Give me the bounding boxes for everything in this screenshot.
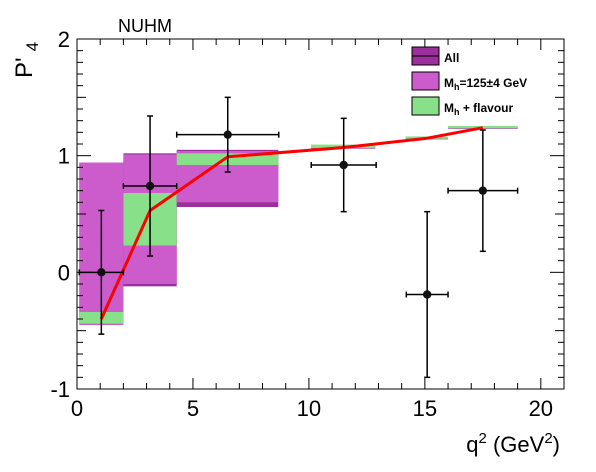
legend-label-flavour-rest: + flavour: [460, 101, 514, 115]
y-tick-label: -1: [50, 377, 70, 402]
x-axis-label: q2 (GeV2): [466, 430, 560, 457]
legend-label-mh: Mh=125±4 GeV: [444, 76, 527, 92]
prediction-line: [99, 126, 484, 320]
svg-text:P'4: P' 4: [11, 42, 42, 78]
x-tick-label: 5: [187, 396, 199, 421]
x-tick-label: 0: [71, 396, 83, 421]
legend-label-flavour-sub: h: [454, 107, 460, 117]
y-tick-label: 2: [58, 27, 70, 52]
data-point: [422, 290, 432, 299]
legend-label-mh-main: M: [444, 76, 454, 90]
y-axis-label-prime: ': [11, 57, 38, 62]
data-point: [223, 130, 232, 139]
prediction-line-layer: [99, 126, 484, 320]
measurement-1: [122, 115, 178, 257]
y-axis-label-sub: 4: [23, 42, 42, 51]
x-tick-label: 10: [297, 396, 321, 421]
measurement-5: [447, 129, 519, 253]
measurement-4: [405, 210, 449, 379]
data-point: [478, 186, 488, 195]
y-tick-label: 0: [58, 260, 70, 285]
data-point: [145, 181, 155, 191]
x-axis-label-sup: 2: [479, 430, 487, 447]
x-axis-label-unit-close: ): [553, 432, 560, 457]
x-tick-label: 15: [413, 396, 437, 421]
measurement-0: [78, 209, 125, 335]
x-axis-label-unit-sup: 2: [544, 430, 552, 447]
legend-label-mh-sub: h: [454, 82, 460, 92]
measurements-layer: [78, 96, 519, 379]
prediction-bands: [79, 125, 518, 325]
legend: All Mh=125±4 GeV Mh + flavour: [411, 46, 527, 117]
x-axis-label-unit-open: (GeV: [487, 432, 545, 457]
y-tick-label: 1: [58, 144, 70, 169]
data-point: [97, 268, 106, 277]
legend-label-all: All: [444, 51, 459, 65]
legend-swatch-mh: [411, 71, 440, 91]
legend-label-mh-rest: =125±4 GeV: [460, 76, 528, 90]
y-axis-label-main: P: [11, 62, 38, 78]
measurement-2: [175, 96, 280, 173]
legend-label-flavour: Mh + flavour: [444, 101, 514, 117]
data-point: [339, 160, 348, 170]
measurement-3: [310, 117, 377, 213]
chart-title: NUHM: [118, 16, 172, 36]
y-axis-label: P' 4: [11, 42, 42, 78]
x-axis-label-main: q: [466, 432, 478, 457]
band-flavour-5: [448, 125, 518, 129]
legend-swatch-flavour: [411, 96, 440, 116]
x-tick-label: 20: [529, 396, 553, 421]
legend-label-flavour-main: M: [444, 101, 454, 115]
